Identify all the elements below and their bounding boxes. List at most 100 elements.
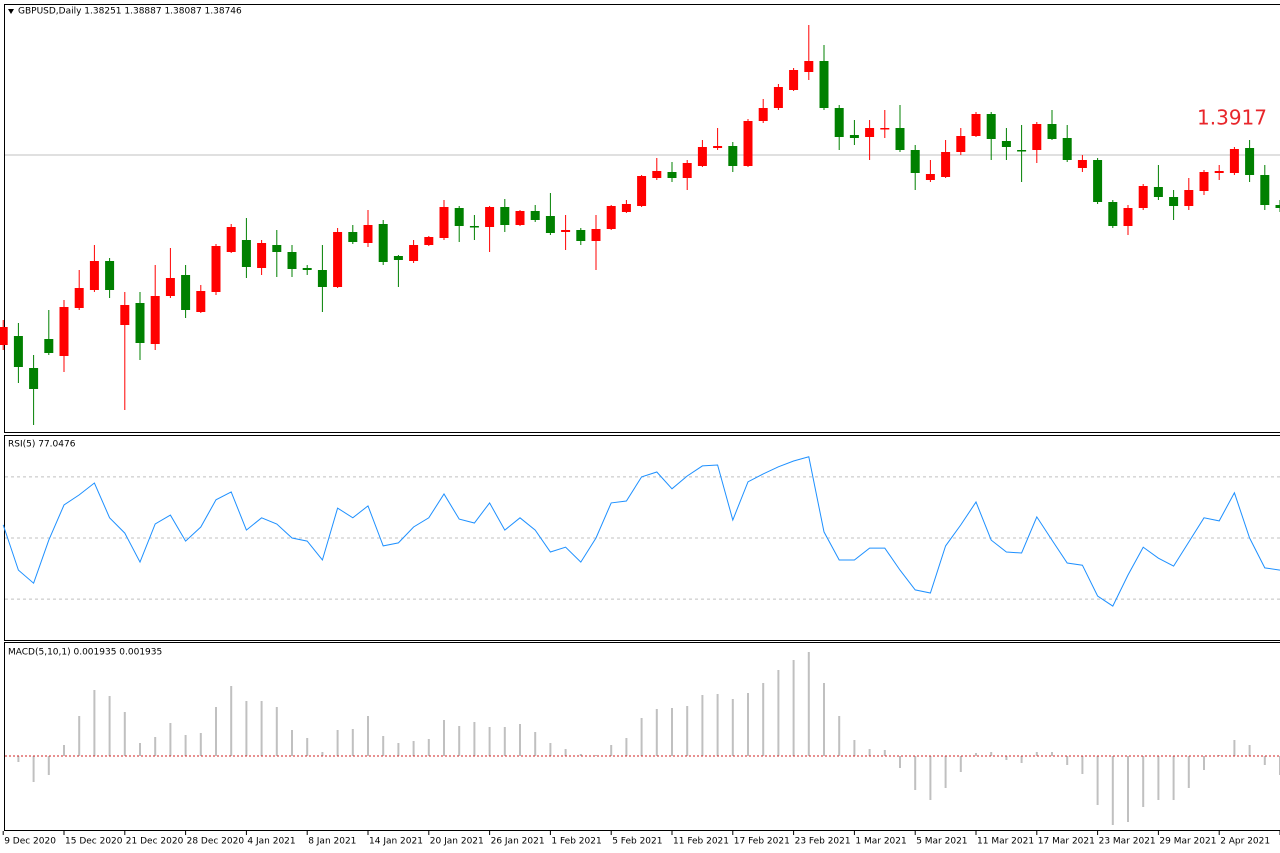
candle-body <box>1032 124 1042 150</box>
candle-body <box>1077 160 1087 168</box>
candle-body <box>424 237 434 245</box>
x-tick-label: 20 Jan 2021 <box>430 837 484 847</box>
candle-body <box>74 288 84 308</box>
candle-body <box>895 128 905 150</box>
x-tick-label: 21 Dec 2020 <box>126 837 184 847</box>
candle-body <box>1214 171 1224 173</box>
x-tick-label: 2 Apr 2021 <box>1220 837 1270 847</box>
x-tick-label: 5 Feb 2021 <box>612 837 662 847</box>
candle-body <box>713 146 723 148</box>
x-tick-label: 17 Feb 2021 <box>734 837 790 847</box>
candle-body <box>363 225 373 243</box>
candle-body <box>956 136 966 152</box>
candle-body <box>865 128 875 137</box>
candle-body <box>530 211 540 220</box>
x-tick-label: 8 Jan 2021 <box>308 837 356 847</box>
plot-layer: 1.3917 GBPUSD,Daily 1.38251 1.38887 1.380… <box>0 7 1280 847</box>
x-tick-label: 26 Jan 2021 <box>491 837 545 847</box>
candle-body <box>1169 197 1179 206</box>
candle-body <box>621 204 631 212</box>
candle-body <box>758 108 768 121</box>
candle-body <box>59 307 69 356</box>
x-tick-label: 9 Dec 2020 <box>4 837 56 847</box>
candle-body <box>302 268 312 270</box>
candle-body <box>606 206 616 229</box>
candle-body <box>773 87 783 108</box>
candle-body <box>1047 124 1057 139</box>
candle-body <box>181 275 191 310</box>
x-tick-label: 14 Jan 2021 <box>369 837 423 847</box>
candle-body <box>515 211 525 225</box>
candle-body <box>1108 202 1118 226</box>
candle-body <box>272 245 282 252</box>
candle-body <box>485 207 495 227</box>
rsi-pane-frame <box>4 435 1280 641</box>
candle-body <box>743 121 753 166</box>
x-tick-label: 15 Dec 2020 <box>65 837 123 847</box>
candle-body <box>120 305 130 325</box>
candle-body <box>667 172 677 178</box>
candle-body <box>941 152 951 177</box>
candle-body <box>834 108 844 137</box>
candle-body <box>469 226 479 228</box>
candle-body <box>1138 186 1148 208</box>
x-tick-label: 4 Jan 2021 <box>247 837 295 847</box>
candle-body <box>697 147 707 166</box>
candle-body <box>971 114 981 136</box>
pane-title: MACD(5,10,1) 0.001935 0.001935 <box>8 648 162 658</box>
candle-body <box>986 114 996 139</box>
candle-body <box>1093 160 1103 202</box>
candle-body <box>44 339 54 353</box>
candle-body <box>545 216 555 233</box>
pane-title: GBPUSD,Daily 1.38251 1.38887 1.38087 1.3… <box>18 7 242 17</box>
candle-body <box>287 252 297 269</box>
candle-body <box>257 243 267 268</box>
candle-body <box>89 261 99 290</box>
candle-body <box>561 230 571 232</box>
candle-body <box>728 146 738 166</box>
pane-title: RSI(5) 77.0476 <box>8 440 76 450</box>
candle-body <box>105 261 115 290</box>
candle-body <box>652 171 662 178</box>
candle-body <box>1275 205 1280 208</box>
candle-body <box>0 327 8 345</box>
candle-body <box>849 135 859 138</box>
candle-body <box>439 207 449 238</box>
candle-body <box>637 176 647 206</box>
candle-body <box>880 128 890 130</box>
x-tick-label: 5 Mar 2021 <box>916 837 967 847</box>
candle-body <box>393 256 403 260</box>
candle-body <box>819 61 829 108</box>
candle-body <box>1199 172 1209 191</box>
x-tick-label: 17 Mar 2021 <box>1038 837 1095 847</box>
x-tick-label: 23 Mar 2021 <box>1099 837 1156 847</box>
candle-body <box>241 240 251 267</box>
menu-arrow[interactable] <box>8 9 14 14</box>
candle-body <box>29 368 39 389</box>
candle-body <box>317 270 327 287</box>
candle-body <box>925 174 935 180</box>
candle-body <box>1260 175 1270 205</box>
x-tick-label: 28 Dec 2020 <box>187 837 245 847</box>
candle-body <box>409 245 419 261</box>
candle-body <box>135 303 145 343</box>
candle-body <box>591 229 601 241</box>
rsi-line <box>2 456 1280 607</box>
candle-body <box>1245 148 1255 175</box>
candle-body <box>211 246 221 292</box>
candle-body <box>1062 138 1072 160</box>
x-tick-label: 11 Feb 2021 <box>673 837 729 847</box>
candle-body <box>682 163 692 178</box>
candle-body <box>789 70 799 90</box>
candle-body <box>1001 141 1011 147</box>
candle-body <box>1123 208 1133 226</box>
macd-pane-frame <box>4 642 1280 831</box>
x-tick-label: 1 Feb 2021 <box>551 837 601 847</box>
candle-body <box>196 291 206 312</box>
price-level-label: 1.3917 <box>1197 106 1267 130</box>
candle-body <box>348 232 358 242</box>
x-tick-label: 29 Mar 2021 <box>1159 837 1216 847</box>
